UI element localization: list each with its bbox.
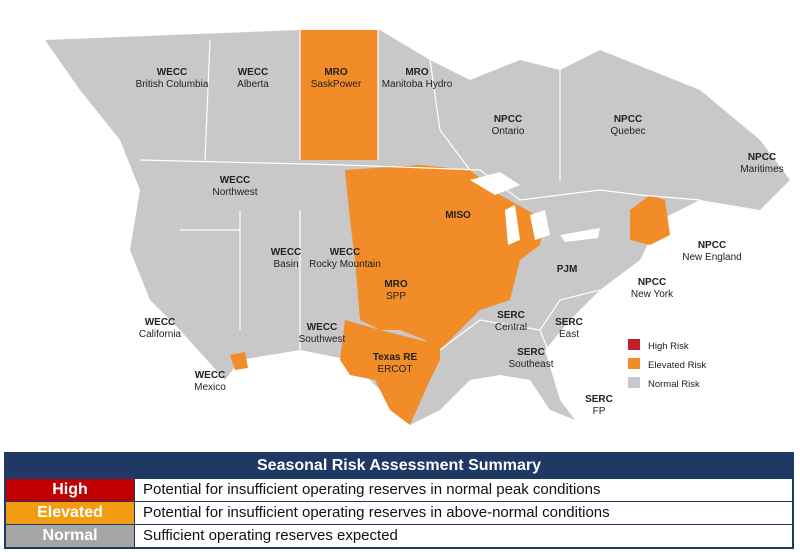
risk-level: Elevated (6, 502, 135, 524)
region-entity: WECC (157, 67, 188, 78)
region-name: SaskPower (311, 79, 362, 90)
region-name: New York (631, 289, 674, 300)
region-name: Manitoba Hydro (382, 79, 453, 90)
legend-label: Normal Risk (648, 379, 700, 390)
summary-row: Normal Sufficient operating reserves expe… (6, 524, 792, 547)
region-name: ERCOT (378, 364, 413, 375)
region-entity: MRO (405, 67, 429, 78)
region-name: Mexico (194, 382, 226, 393)
region-name: Southeast (508, 359, 553, 370)
region-name: Maritimes (740, 164, 783, 175)
region-name: California (139, 329, 182, 340)
region-entity: NPCC (638, 277, 666, 288)
region-name: Central (495, 322, 527, 333)
region-entity: NPCC (698, 240, 726, 251)
legend-label: Elevated Risk (648, 360, 706, 371)
region-entity: NPCC (748, 152, 776, 163)
summary-row: Elevated Potential for insufficient opera… (6, 501, 792, 524)
region-saskpower (300, 30, 378, 160)
risk-description: Sufficient operating reserves expected (143, 527, 398, 544)
region-new-england (630, 195, 670, 245)
risk-description: Potential for insufficient operating res… (143, 504, 610, 521)
summary-title: Seasonal Risk Assessment Summary (6, 454, 792, 478)
region-entity: NPCC (494, 114, 522, 125)
region-name: Southwest (299, 334, 346, 345)
region-name: New England (682, 252, 741, 263)
region-entity: SERC (555, 317, 583, 328)
region-miso-spp (345, 165, 545, 350)
region-entity: SERC (497, 310, 525, 321)
region-entity: MISO (445, 210, 471, 221)
legend-swatch (628, 339, 640, 350)
risk-level: Normal (6, 525, 135, 547)
region-entity: WECC (145, 317, 176, 328)
region-entity: WECC (195, 370, 226, 381)
region-name: Rocky Mountain (309, 259, 381, 270)
region-name: British Columbia (136, 79, 209, 90)
risk-description: Potential for insufficient operating res… (143, 481, 601, 498)
summary-row: High Potential for insufficient operating… (6, 478, 792, 501)
region-mexico (230, 352, 248, 370)
region-entity: SERC (517, 347, 545, 358)
region-name: Alberta (237, 79, 269, 90)
region-name: Northwest (212, 187, 257, 198)
region-ercot (340, 320, 440, 425)
legend-swatch (628, 377, 640, 388)
region-name: East (559, 329, 579, 340)
region-entity: WECC (307, 322, 338, 333)
region-entity: PJM (557, 264, 578, 275)
summary-table: Seasonal Risk Assessment Summary High Pot… (4, 452, 794, 549)
region-entity: MRO (384, 279, 408, 290)
risk-level: High (6, 479, 135, 501)
region-entity: WECC (220, 175, 251, 186)
region-entity: WECC (238, 67, 269, 78)
region-entity: NPCC (614, 114, 642, 125)
region-entity: WECC (330, 247, 361, 258)
region-name: Quebec (610, 126, 645, 137)
region-name: Basin (273, 259, 298, 270)
region-name: SPP (386, 291, 406, 302)
lakes (470, 172, 600, 245)
region-entity: SERC (585, 394, 613, 405)
region-entity: Texas RE (373, 352, 418, 363)
region-entity: MRO (324, 67, 348, 78)
borders (139, 30, 701, 381)
region-entity: WECC (271, 247, 302, 258)
region-name: Ontario (492, 126, 525, 137)
region-name: FP (593, 406, 606, 417)
legend-label: High Risk (648, 341, 689, 352)
legend-swatch (628, 358, 640, 369)
